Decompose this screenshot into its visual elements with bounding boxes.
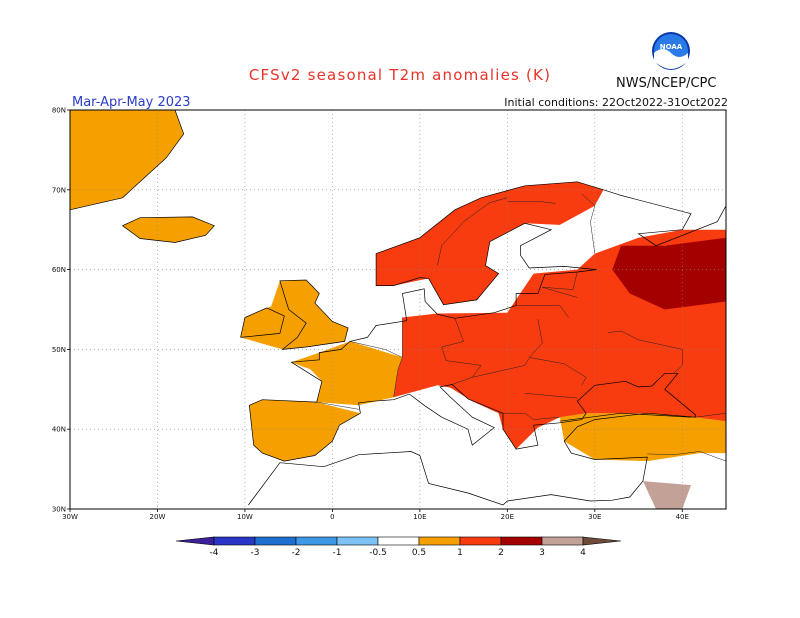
anomaly-region-greenland xyxy=(70,110,184,210)
lat-tick-label: 40N xyxy=(52,426,66,434)
colorbar-label: 3 xyxy=(539,548,545,558)
coastline xyxy=(240,307,285,338)
country-border xyxy=(542,286,578,298)
lat-tick-label: 50N xyxy=(52,346,66,354)
colorbar-bin xyxy=(295,536,338,546)
coastline xyxy=(69,109,185,211)
svg-text:NOAA: NOAA xyxy=(660,43,683,51)
anomaly-region-scandinavia xyxy=(376,181,604,305)
colorbar-bin xyxy=(254,536,297,546)
colorbar-bin xyxy=(418,536,461,546)
coastlines xyxy=(69,109,727,506)
colorbar-label: 1 xyxy=(457,548,463,558)
noaa-logo-icon: NOAA xyxy=(652,32,690,70)
anomaly-region-middle-east xyxy=(642,481,691,509)
lon-tick-label: 10W xyxy=(237,513,253,521)
anomaly-region-turkey xyxy=(559,413,726,462)
country-border xyxy=(437,197,508,266)
coastline xyxy=(291,181,727,363)
lon-tick-label: 20E xyxy=(501,513,514,521)
colorbar-label: 2 xyxy=(498,548,504,558)
anomaly-region-british-isles xyxy=(240,280,349,350)
anomaly-region-france xyxy=(291,341,403,406)
lon-tick-label: 30W xyxy=(62,513,78,521)
colorbar-bin xyxy=(377,536,420,546)
coastline xyxy=(559,412,692,422)
colorbar-label: -3 xyxy=(251,548,260,558)
map-title: CFSv2 seasonal T2m anomalies (K) xyxy=(248,66,552,84)
lat-tick-label: 30N xyxy=(52,506,66,514)
initial-conditions: Initial conditions: 22Oct2022-31Oct2022 xyxy=(504,96,728,109)
colorbar-label: -2 xyxy=(292,548,301,558)
forecast-period: Mar-Apr-May 2023 xyxy=(72,95,191,110)
colorbar-label: -0.5 xyxy=(369,548,387,558)
coastline xyxy=(122,216,215,243)
colorbar-arrow-low xyxy=(175,536,215,546)
country-border xyxy=(498,412,560,420)
agency-label: NWS/NCEP/CPC xyxy=(616,76,717,91)
coastline xyxy=(279,279,349,350)
country-border xyxy=(529,319,543,358)
country-border xyxy=(695,412,727,418)
colorbar-label: -1 xyxy=(333,548,342,558)
country-border xyxy=(581,193,596,254)
country-border xyxy=(529,357,587,386)
country-border xyxy=(472,358,530,378)
colorbar-label: -4 xyxy=(210,548,219,558)
country-border xyxy=(647,451,727,462)
colorbar: -4 -3 -2 -1 -0.5 0.5 1 2 3 4 xyxy=(175,536,622,558)
country-border xyxy=(516,305,569,318)
axis-ticks: 30W 20W 10W 0 10E 20E 30E 40E 30N 40N 50N 60N 70N 80N xyxy=(52,107,689,522)
colorbar-bin xyxy=(459,536,502,546)
country-border xyxy=(316,401,359,410)
map-frame xyxy=(69,109,727,510)
lat-lon-grid xyxy=(70,110,726,509)
lat-tick-label: 60N xyxy=(52,266,66,274)
anomaly-region-iceland xyxy=(122,216,215,243)
lon-tick-label: 30E xyxy=(588,513,601,521)
anomaly-region-western-russia xyxy=(612,237,726,310)
colorbar-label: 0.5 xyxy=(412,548,426,558)
anomaly-fill-layer xyxy=(70,110,726,509)
colorbar-bin xyxy=(213,536,256,546)
colorbar-label: 4 xyxy=(580,548,586,558)
country-border xyxy=(542,271,578,290)
coastline xyxy=(248,372,696,506)
country-border xyxy=(524,393,578,399)
lon-tick-label: 10E xyxy=(413,513,426,521)
colorbar-bin xyxy=(500,536,543,546)
lon-tick-label: 20W xyxy=(150,513,166,521)
colorbar-bin xyxy=(541,536,584,546)
country-border xyxy=(607,330,683,374)
colorbar-arrow-high xyxy=(582,536,622,546)
lat-tick-label: 70N xyxy=(52,186,66,194)
colorbar-bin xyxy=(336,536,379,546)
lon-tick-label: 0 xyxy=(330,513,334,521)
country-border xyxy=(507,201,556,204)
anomaly-region-iberia xyxy=(249,399,361,462)
lon-tick-label: 40E xyxy=(676,513,689,521)
lat-tick-label: 80N xyxy=(52,107,66,115)
